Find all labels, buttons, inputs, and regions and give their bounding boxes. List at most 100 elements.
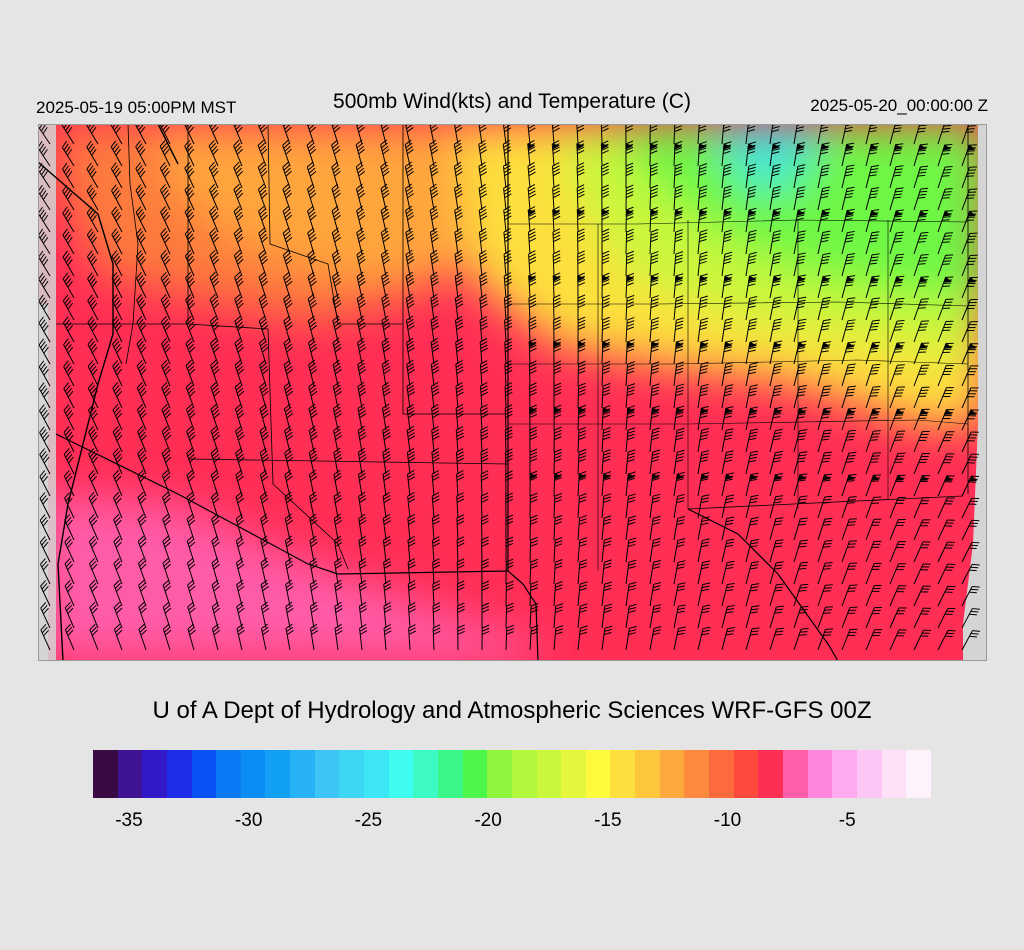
- wind-barb: [528, 272, 537, 299]
- wind-barb: [358, 601, 367, 629]
- wind-barb: [889, 187, 904, 211]
- wind-barb: [135, 184, 147, 211]
- wind-barb: [161, 425, 172, 453]
- wind-barb: [649, 626, 662, 651]
- wind-barb: [745, 273, 758, 299]
- wind-barb: [504, 404, 513, 431]
- wind-barb: [40, 624, 51, 651]
- wind-barb: [697, 361, 709, 387]
- wind-barb: [793, 539, 809, 563]
- wind-barb: [649, 361, 660, 387]
- wind-barb: [649, 383, 660, 409]
- wind-barb: [86, 184, 99, 211]
- wind-barb: [502, 161, 512, 189]
- wind-barb: [40, 602, 51, 629]
- wind-barb: [817, 539, 833, 563]
- wind-barb: [625, 471, 636, 497]
- wind-barb: [601, 206, 610, 233]
- wind-barb: [769, 318, 782, 343]
- wind-barb: [432, 602, 441, 629]
- wind-barb: [673, 162, 683, 189]
- colorbar-swatch: [413, 750, 438, 798]
- colorbar-swatch: [881, 750, 907, 798]
- wind-barb: [745, 450, 759, 475]
- wind-barb: [865, 164, 879, 189]
- wind-barb: [88, 557, 99, 585]
- wind-barb: [184, 249, 195, 277]
- colorbar-swatch: [117, 750, 143, 798]
- wind-barb: [527, 139, 536, 167]
- wind-barb: [673, 339, 684, 365]
- wind-barb: [745, 561, 760, 585]
- wind-barb: [745, 141, 757, 167]
- wind-barb: [136, 294, 147, 321]
- wind-barb: [745, 340, 758, 365]
- wind-barb: [625, 427, 636, 453]
- wind-barb: [769, 627, 785, 651]
- wind-barb: [135, 140, 147, 167]
- wind-barb: [552, 162, 561, 189]
- wind-barb: [577, 625, 588, 651]
- wind-barb: [673, 184, 683, 211]
- wind-barb: [552, 294, 561, 321]
- wind-barb: [86, 250, 99, 277]
- wind-barb: [625, 294, 635, 321]
- wind-barb: [283, 271, 293, 299]
- wind-barb: [504, 360, 513, 387]
- wind-barb: [577, 581, 588, 607]
- wind-barb: [62, 206, 75, 233]
- wind-barb: [793, 429, 808, 453]
- wind-barb: [210, 381, 220, 409]
- state-line: [272, 483, 349, 570]
- wind-barb: [865, 231, 880, 255]
- wind-barb: [865, 253, 880, 277]
- wind-barb: [333, 513, 342, 541]
- wind-barb: [817, 451, 832, 475]
- wind-barb: [64, 623, 75, 651]
- wind-barb: [63, 470, 75, 497]
- wind-barb: [625, 339, 635, 365]
- valid-time-local: 2025-05-19 05:00PM MST: [36, 98, 237, 117]
- wind-barb: [283, 381, 294, 409]
- wind-barb: [88, 513, 99, 541]
- wind-barb: [793, 208, 806, 233]
- wind-barb: [404, 161, 414, 189]
- wind-barb: [817, 606, 834, 629]
- wind-barb: [721, 472, 734, 497]
- wind-barb: [432, 558, 441, 585]
- wind-barb: [39, 470, 51, 497]
- wind-barb: [577, 603, 588, 629]
- wind-barb: [625, 581, 637, 607]
- wind-barb: [429, 249, 439, 277]
- wind-barb: [841, 142, 855, 167]
- wind-barb: [937, 541, 956, 563]
- wind-barb: [865, 341, 881, 365]
- coastline: [38, 161, 114, 661]
- wind-barb: [937, 563, 956, 585]
- wind-barb: [961, 124, 976, 145]
- wind-barb: [769, 163, 781, 189]
- wind-barb: [457, 624, 465, 651]
- wind-barb: [357, 381, 367, 409]
- wind-barb: [841, 363, 856, 387]
- wind-barb: [577, 404, 587, 431]
- wind-barb: [480, 448, 489, 475]
- wind-barb: [209, 205, 219, 233]
- wind-barb: [721, 317, 733, 343]
- wind-barb: [110, 124, 123, 145]
- wind-barb: [40, 580, 51, 607]
- wind-barb: [649, 339, 660, 365]
- wind-barb: [209, 293, 220, 321]
- wind-barb: [601, 382, 611, 409]
- wind-barb: [601, 338, 611, 365]
- wind-barb: [87, 316, 99, 343]
- wind-barb: [841, 208, 855, 233]
- wind-barb: [769, 539, 784, 563]
- colorbar-swatch: [733, 750, 759, 798]
- wind-barb: [673, 582, 686, 607]
- wind-barb: [161, 447, 172, 475]
- wind-barb: [793, 340, 807, 365]
- wind-barb: [721, 604, 735, 629]
- wind-barb: [334, 579, 343, 607]
- wind-barb: [380, 183, 390, 211]
